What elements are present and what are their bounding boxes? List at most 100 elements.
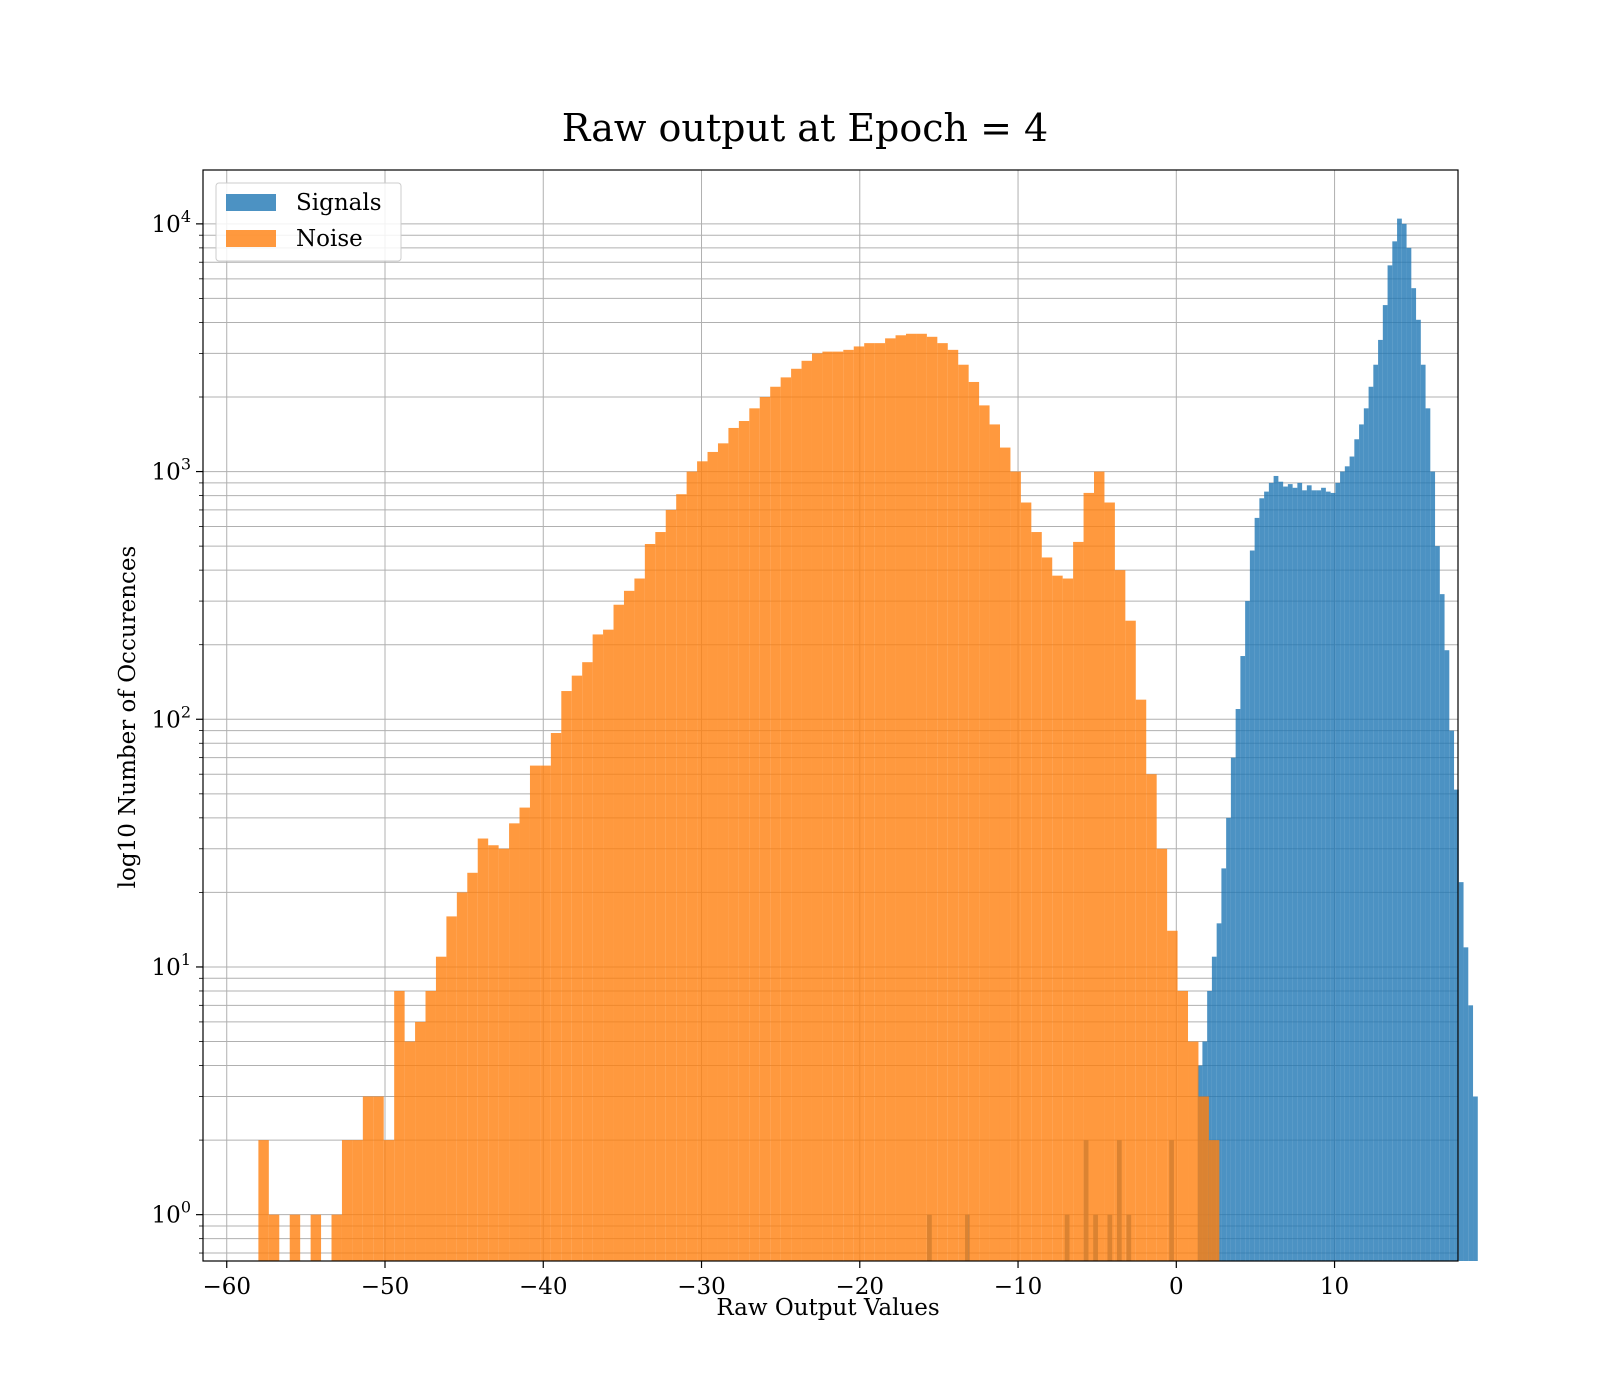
histogram-bar: [634, 578, 645, 1261]
histogram-bar: [989, 424, 1000, 1261]
histogram-bar: [1216, 923, 1222, 1261]
y-tick-label: 103: [152, 455, 191, 486]
histogram-bar: [947, 349, 959, 1261]
legend-swatch-signals: [226, 194, 276, 211]
axis-ticks: −60 −50 −40 −30 −20 −10 0 10 100 101 102 103 104: [152, 207, 1350, 1300]
histogram-bar: [1473, 1096, 1478, 1261]
y-tick-label: 100: [152, 1198, 191, 1229]
histogram-bar: [1249, 550, 1255, 1261]
histogram-bar: [1363, 408, 1369, 1261]
histogram-bar: [1259, 498, 1265, 1261]
histogram-bar: [853, 346, 865, 1262]
histogram-bar: [1316, 490, 1322, 1261]
histogram-bar: [603, 629, 614, 1261]
histogram-bar: [383, 1140, 395, 1261]
histogram-bar: [1254, 517, 1260, 1261]
series-signals: [927, 218, 1478, 1262]
histogram-bar: [864, 343, 875, 1261]
histogram-bar: [707, 451, 718, 1261]
histogram-bar: [1430, 471, 1436, 1262]
histogram-bar: [1387, 265, 1393, 1261]
histogram-bar: [937, 343, 948, 1261]
histogram-bar: [1311, 490, 1317, 1261]
histogram-bar: [1114, 570, 1126, 1261]
histogram-bars: [258, 218, 1478, 1262]
histogram-bar: [1240, 656, 1246, 1261]
histogram-bar: [1302, 490, 1307, 1261]
histogram-bar: [1344, 466, 1350, 1262]
histogram-bar: [415, 1021, 426, 1261]
histogram-bar: [341, 1140, 353, 1261]
histogram-bar: [1264, 491, 1269, 1261]
y-tick-label: 101: [152, 950, 191, 981]
histogram-bar: [770, 386, 781, 1262]
x-tick-label: −40: [519, 1274, 568, 1300]
histogram-bar: [1135, 699, 1147, 1261]
histogram-bar: [1221, 868, 1227, 1261]
histogram-bar: [1211, 956, 1217, 1261]
histogram-bar: [1416, 319, 1421, 1261]
histogram-bar: [561, 691, 572, 1261]
histogram-bar: [738, 421, 750, 1261]
histogram-bar: [1010, 471, 1021, 1262]
histogram-bar: [1425, 408, 1431, 1261]
histogram-bar: [1463, 947, 1469, 1261]
histogram-bar: [519, 807, 530, 1261]
chart-title: Raw output at Epoch = 4: [562, 106, 1048, 150]
histogram-bar: [822, 351, 833, 1262]
histogram-bar: [498, 848, 510, 1261]
histogram-bar: [1382, 305, 1388, 1261]
y-tick-label: 104: [152, 207, 191, 238]
histogram-bar: [1230, 757, 1236, 1261]
histogram-bar: [905, 333, 917, 1261]
histogram-bar: [1207, 990, 1212, 1261]
histogram-bar: [1198, 1096, 1209, 1261]
histogram-bar: [916, 333, 927, 1261]
histogram-bar: [1397, 218, 1402, 1262]
histogram-bar: [1349, 456, 1355, 1262]
histogram-bar: [1073, 541, 1084, 1261]
histogram-bar: [686, 471, 698, 1262]
histogram-bar: [655, 532, 666, 1261]
histogram-bar: [1321, 487, 1326, 1261]
histogram-bar: [1052, 575, 1063, 1261]
y-axis-label: log10 Number of Occurences: [115, 546, 141, 889]
histogram-bar: [1411, 288, 1417, 1261]
histogram-bar: [759, 397, 771, 1261]
histogram-bar: [1188, 1041, 1199, 1261]
histogram-bar: [749, 408, 760, 1261]
histogram-bar: [895, 335, 906, 1262]
histogram-bar: [592, 634, 604, 1261]
histogram-bar: [1283, 486, 1288, 1261]
histogram-bar: [780, 377, 792, 1261]
histogram-bar: [435, 956, 447, 1261]
histogram-bar: [1401, 223, 1407, 1262]
histogram-bar: [1062, 578, 1074, 1261]
histogram-bar: [1146, 774, 1157, 1261]
x-tick-label: 10: [1320, 1274, 1349, 1300]
y-tick-label: 102: [152, 702, 191, 733]
histogram-bar: [811, 353, 823, 1261]
histogram-bar: [404, 1041, 416, 1261]
histogram-bar: [843, 349, 854, 1261]
histogram-bar: [550, 733, 562, 1261]
histogram-bar: [373, 1096, 384, 1261]
histogram-bar: [1278, 481, 1284, 1261]
histogram-bar: [1340, 471, 1345, 1262]
histogram-bar: [425, 990, 436, 1261]
histogram-bar: [791, 368, 802, 1261]
legend-swatch-noise: [226, 230, 276, 247]
histogram-bar: [1439, 594, 1445, 1261]
histogram-bar: [1104, 502, 1115, 1261]
histogram-bar: [979, 405, 990, 1261]
histogram-bar: [1094, 471, 1105, 1262]
histogram-bar: [1177, 990, 1189, 1261]
histogram-bar: [958, 364, 969, 1261]
x-axis-label: Raw Output Values: [716, 1295, 939, 1321]
histogram-bar: [582, 662, 593, 1261]
histogram-bar: [1083, 492, 1095, 1261]
histogram-bar: [623, 590, 635, 1261]
histogram-bar: [1359, 424, 1364, 1261]
histogram-bar: [1444, 650, 1450, 1261]
